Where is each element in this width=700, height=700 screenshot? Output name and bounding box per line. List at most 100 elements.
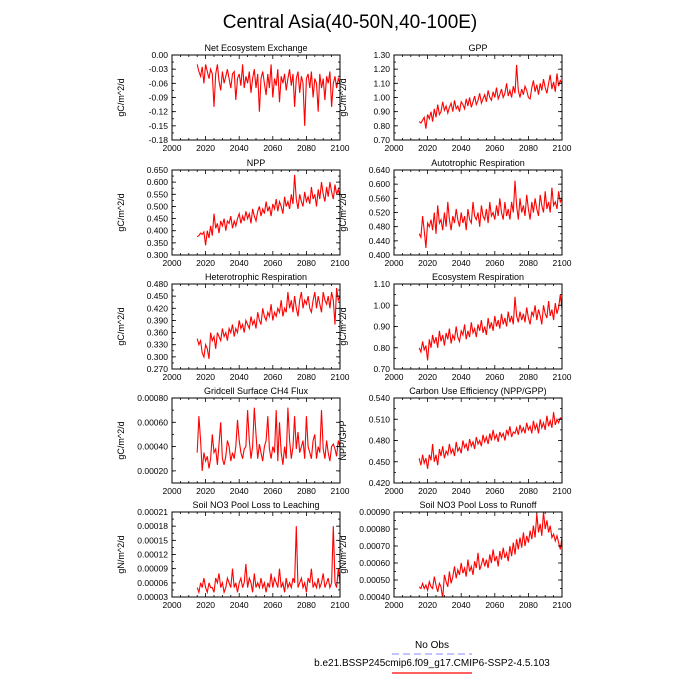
x-tick-label: 2100: [553, 143, 572, 153]
x-tick-label: 2000: [385, 372, 404, 382]
y-tick-label: 0.480: [369, 222, 391, 232]
y-tick-label: -0.06: [149, 78, 169, 88]
y-tick-label: 0.500: [147, 201, 169, 211]
y-tick-label: 0.00021: [137, 507, 168, 517]
y-tick-label: 0.00003: [137, 592, 168, 602]
y-tick-label: 0.90: [373, 107, 390, 117]
x-tick-label: 2080: [519, 600, 538, 610]
panel-title: Autotrophic Respiration: [431, 158, 525, 168]
x-tick-label: 2100: [331, 143, 350, 153]
y-axis-label: gC/m^2/d: [338, 193, 348, 231]
plot-frame: [171, 169, 341, 256]
x-tick-label: 2040: [452, 600, 471, 610]
x-tick-label: 2000: [385, 600, 404, 610]
y-tick-label: 1.10: [373, 279, 390, 289]
x-tick-label: 2000: [163, 486, 182, 496]
y-axis-label: gC/m^2/d: [116, 193, 126, 231]
y-tick-label: 0.400: [369, 250, 391, 260]
x-tick-label: 2100: [553, 600, 572, 610]
x-tick-label: 2080: [297, 143, 316, 153]
x-tick-label: 2020: [196, 486, 215, 496]
y-tick-label: 0.00012: [137, 550, 168, 560]
y-tick-label: 0.550: [147, 189, 169, 199]
y-tick-label: 0.300: [147, 352, 169, 362]
y-tick-label: 0.00040: [359, 592, 390, 602]
x-tick-label: 2040: [230, 600, 249, 610]
x-tick-label: 2080: [519, 372, 538, 382]
x-tick-label: 2060: [485, 486, 504, 496]
x-tick-label: 2100: [331, 372, 350, 382]
x-tick-label: 2060: [263, 486, 282, 496]
series-line: [196, 64, 340, 126]
y-tick-label: 0.00080: [359, 524, 390, 534]
y-tick-label: 0.510: [369, 414, 391, 424]
y-tick-label: 0.70: [373, 135, 390, 145]
series-line: [418, 412, 562, 469]
chart-panel: 2000 2020 2040 2060 2080 2100 0.70 0.80 0.90 1.00…: [338, 43, 572, 153]
y-axis-label: gC/m^2/d: [338, 78, 348, 116]
x-tick-label: 2100: [553, 258, 572, 268]
y-tick-label: 0.00050: [359, 575, 390, 585]
x-tick-label: 2040: [452, 486, 471, 496]
x-tick-label: 2100: [553, 486, 572, 496]
panel-title: Ecosystem Respiration: [432, 272, 524, 282]
x-tick-label: 2000: [163, 258, 182, 268]
y-tick-label: 0.390: [147, 315, 169, 325]
panel-title: Soil NO3 Pool Loss to Runoff: [420, 500, 537, 510]
y-tick-label: -0.12: [149, 107, 169, 117]
panel-title: NPP: [247, 158, 266, 168]
x-tick-label: 2060: [263, 600, 282, 610]
y-tick-label: 0.600: [369, 179, 391, 189]
x-tick-label: 2000: [385, 258, 404, 268]
y-tick-label: 0.350: [147, 238, 169, 248]
x-tick-label: 2060: [263, 258, 282, 268]
y-tick-label: 0.00015: [137, 535, 168, 545]
x-tick-label: 2080: [297, 600, 316, 610]
y-tick-label: 0.00040: [137, 442, 168, 452]
x-tick-label: 2060: [485, 372, 504, 382]
y-axis-label: gN/m^2/d: [116, 535, 126, 573]
y-tick-label: 1.00: [373, 300, 390, 310]
panel-title: Gridcell Surface CH4 Flux: [204, 386, 309, 396]
y-axis-label: gC/m^2/d: [116, 307, 126, 345]
plot-frame: [171, 54, 341, 141]
y-tick-label: 1.10: [373, 78, 390, 88]
y-axis-label: gN/m^2/d: [338, 535, 348, 573]
chart-panel: 2000 2020 2040 2060 2080 2100 0.00003 0.00006 0.…: [116, 500, 350, 610]
y-tick-label: 0.520: [369, 208, 391, 218]
y-tick-label: 0.450: [147, 214, 169, 224]
y-axis-label: NPP/GPP: [338, 420, 348, 460]
series-line: [418, 294, 562, 361]
x-tick-label: 2020: [196, 600, 215, 610]
x-tick-label: 2080: [297, 486, 316, 496]
x-tick-label: 2080: [297, 258, 316, 268]
y-tick-label: 0.00006: [137, 578, 168, 588]
x-tick-label: 2000: [385, 143, 404, 153]
x-tick-label: 2040: [230, 258, 249, 268]
y-tick-label: 0.650: [147, 165, 169, 175]
y-tick-label: 0.00070: [359, 541, 390, 551]
x-tick-label: 2020: [418, 372, 437, 382]
x-tick-label: 2020: [196, 143, 215, 153]
y-axis-label: gC/m^2/d: [338, 307, 348, 345]
chart-panel: 2000 2020 2040 2060 2080 2100 0.00 -0.03 -0.06 -0…: [116, 43, 350, 153]
chart-panel: 2000 2020 2040 2060 2080 2100 0.70 0.80 0.90 1.00…: [338, 272, 572, 382]
legend-obs-label: No Obs: [415, 640, 449, 651]
panel-title: Soil NO3 Pool Loss to Leaching: [192, 500, 319, 510]
x-tick-label: 2060: [485, 600, 504, 610]
y-tick-label: 1.20: [373, 64, 390, 74]
x-tick-label: 2100: [553, 372, 572, 382]
x-tick-label: 2080: [519, 486, 538, 496]
x-tick-label: 2040: [452, 258, 471, 268]
panels: 2000 2020 2040 2060 2080 2100 0.00 -0.03 -0.06 -0…: [116, 43, 572, 610]
x-tick-label: 2060: [263, 372, 282, 382]
x-tick-label: 2040: [230, 372, 249, 382]
x-tick-label: 2060: [485, 143, 504, 153]
y-tick-label: 0.80: [373, 121, 390, 131]
y-tick-label: 0.270: [147, 364, 169, 374]
y-tick-label: 0.00020: [137, 466, 168, 476]
chart-panel: 2000 2020 2040 2060 2080 2100 0.00040 0.00050 0.…: [338, 500, 572, 610]
y-tick-label: 0.00009: [137, 564, 168, 574]
y-tick-label: -0.18: [149, 135, 169, 145]
